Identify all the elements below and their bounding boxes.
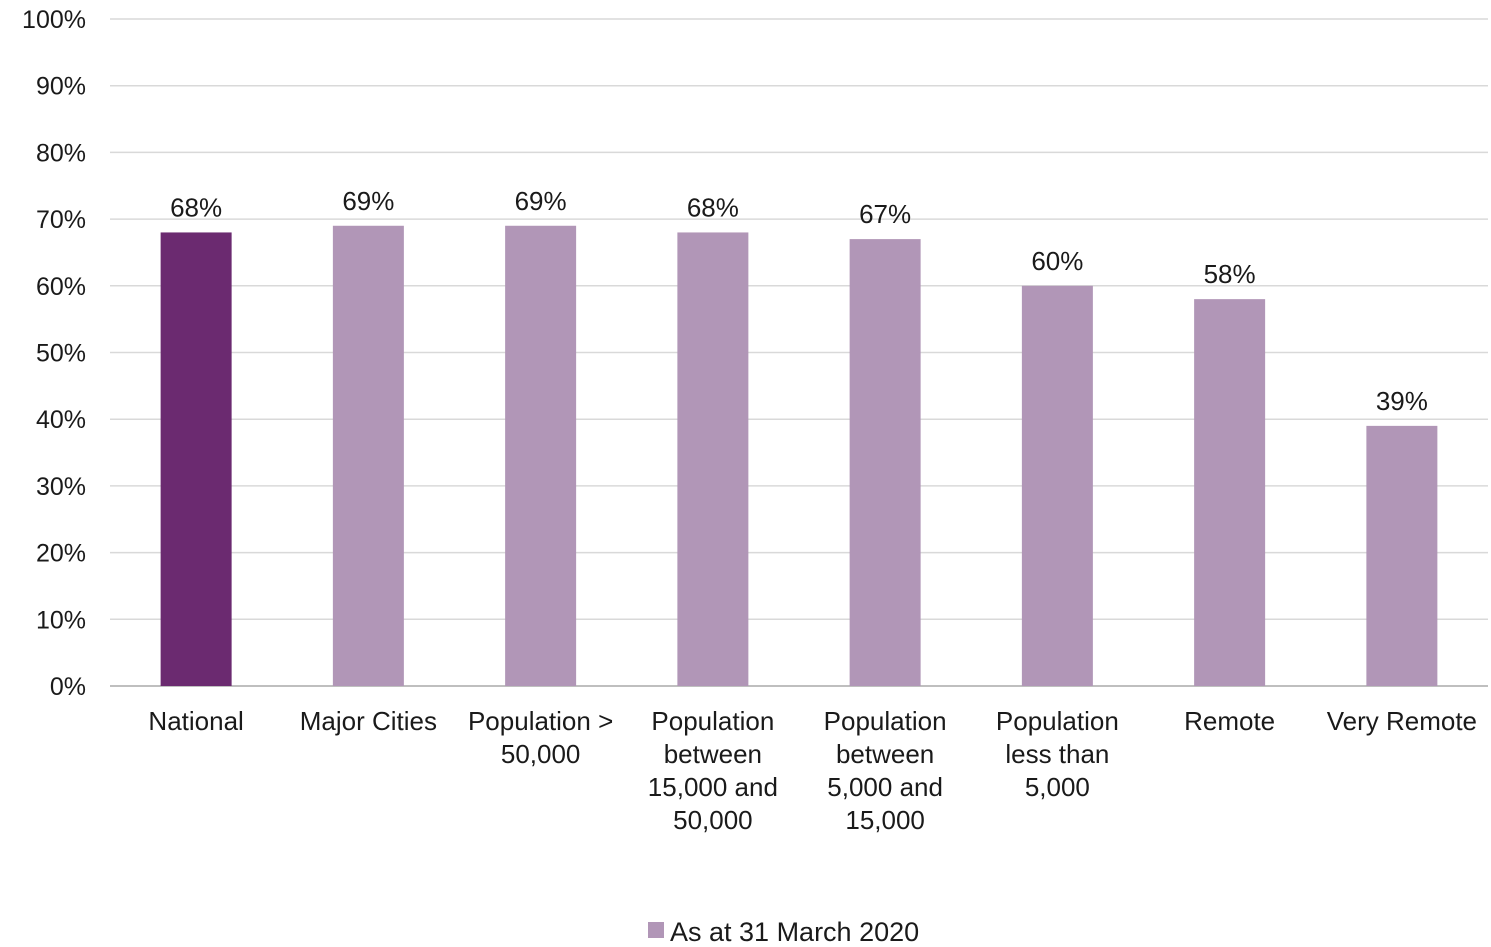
data-label: 58% bbox=[1204, 259, 1256, 289]
gridlines bbox=[110, 18, 1488, 687]
y-axis-tick-labels: 0% 10% 20% 30% 40% 50% 60% 70% 80% 90% 100% bbox=[22, 6, 86, 701]
y-tick-label: 40% bbox=[36, 406, 86, 434]
bar bbox=[1021, 285, 1093, 686]
bar bbox=[677, 232, 749, 686]
y-tick-label: 50% bbox=[36, 340, 86, 368]
data-label: 60% bbox=[1031, 246, 1083, 276]
data-label: 39% bbox=[1376, 386, 1428, 416]
category-label: Population >50,000 bbox=[468, 706, 613, 769]
data-label: 67% bbox=[859, 199, 911, 229]
bar bbox=[332, 225, 404, 686]
bars bbox=[160, 225, 1438, 687]
legend-swatch bbox=[648, 922, 664, 938]
y-tick-label: 100% bbox=[22, 6, 86, 34]
category-label: Population between 15,000 and 50,000 bbox=[648, 706, 778, 835]
category-label: Remote bbox=[1184, 706, 1275, 736]
category-label: Population less than 5,000 bbox=[996, 706, 1119, 802]
y-tick-label: 60% bbox=[36, 273, 86, 301]
y-tick-label: 70% bbox=[36, 206, 86, 234]
y-tick-label: 10% bbox=[36, 606, 86, 634]
data-label: 69% bbox=[342, 186, 394, 216]
legend: As at 31 March 2020 bbox=[648, 917, 919, 947]
data-label: 68% bbox=[687, 192, 739, 222]
bar bbox=[160, 232, 232, 686]
y-tick-label: 30% bbox=[36, 473, 86, 501]
category-label: National bbox=[148, 706, 243, 736]
y-tick-label: 80% bbox=[36, 139, 86, 167]
y-tick-label: 90% bbox=[36, 73, 86, 101]
legend-label: As at 31 March 2020 bbox=[670, 917, 919, 947]
bar bbox=[1194, 299, 1266, 686]
category-label: Very Remote bbox=[1327, 706, 1477, 736]
category-labels: National Major Cities Population >50,000 Po… bbox=[148, 706, 1477, 835]
category-label: Population between 5,000 and 15,000 bbox=[824, 706, 947, 835]
data-labels: 68% 69% 69% 68% 67% 60% 58% 39% bbox=[170, 186, 1428, 416]
bar bbox=[849, 239, 921, 687]
y-tick-label: 20% bbox=[36, 540, 86, 568]
y-tick-label: 0% bbox=[50, 673, 86, 701]
category-label: Major Cities bbox=[300, 706, 437, 736]
data-label: 69% bbox=[515, 186, 567, 216]
bar bbox=[1366, 425, 1438, 686]
data-label: 68% bbox=[170, 192, 222, 222]
bar bbox=[505, 225, 577, 686]
